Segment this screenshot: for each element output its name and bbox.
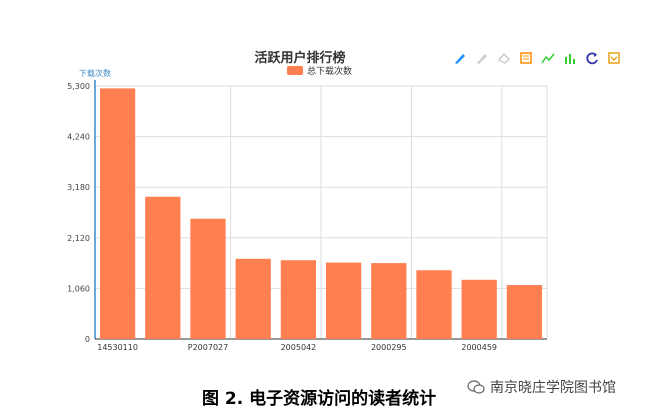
y-tick-label: 5,300 <box>67 82 90 91</box>
y-tick-label: 4,240 <box>67 133 90 142</box>
x-tick-label: 2000295 <box>371 343 407 352</box>
bar-chart-icon[interactable] <box>562 50 578 66</box>
bar <box>461 279 497 339</box>
x-tick-label: 14530110 <box>97 343 138 352</box>
line-chart-icon[interactable] <box>540 50 556 66</box>
mark-undo-icon[interactable] <box>474 50 490 66</box>
x-tick-label: 2005042 <box>281 343 317 352</box>
bar <box>280 260 317 339</box>
y-tick-label: 0 <box>85 335 90 344</box>
bar <box>325 262 362 339</box>
bar <box>235 258 271 339</box>
save-image-icon[interactable] <box>606 50 622 66</box>
bar <box>416 270 452 339</box>
bar <box>99 88 136 339</box>
chart-title: 活跃用户排行榜 <box>254 50 345 66</box>
bar <box>371 263 407 339</box>
bar <box>190 218 226 339</box>
chart-panel: 活跃用户排行榜 总下载次数 0 1,060 2,120 3,180 4,240 5,300 下载… <box>67 49 622 352</box>
y-axis-label: 下载次数 <box>79 68 111 78</box>
legend-swatch <box>287 66 303 75</box>
y-tick-label: 3,180 <box>67 183 90 192</box>
y-tick-label: 2,120 <box>67 234 90 243</box>
bar <box>506 285 543 339</box>
data-view-icon[interactable] <box>518 50 534 66</box>
y-tick-label: 1,060 <box>67 284 90 293</box>
watermark: 南京晓庄学院图书馆 <box>467 376 616 398</box>
figure-caption: 图 2. 电子资源访问的读者统计 <box>202 389 437 409</box>
chart-toolbar <box>452 49 622 67</box>
restore-icon[interactable] <box>584 50 600 66</box>
legend-label: 总下载次数 <box>307 65 352 77</box>
x-tick-label: P2007027 <box>188 343 228 352</box>
x-tick-label: 2000459 <box>461 343 497 352</box>
mark-clear-icon[interactable] <box>496 50 512 66</box>
watermark-text: 南京晓庄学院图书馆 <box>490 380 616 396</box>
chat-bubble-icon <box>467 380 485 394</box>
mark-icon[interactable] <box>452 50 468 66</box>
bar <box>145 196 181 339</box>
